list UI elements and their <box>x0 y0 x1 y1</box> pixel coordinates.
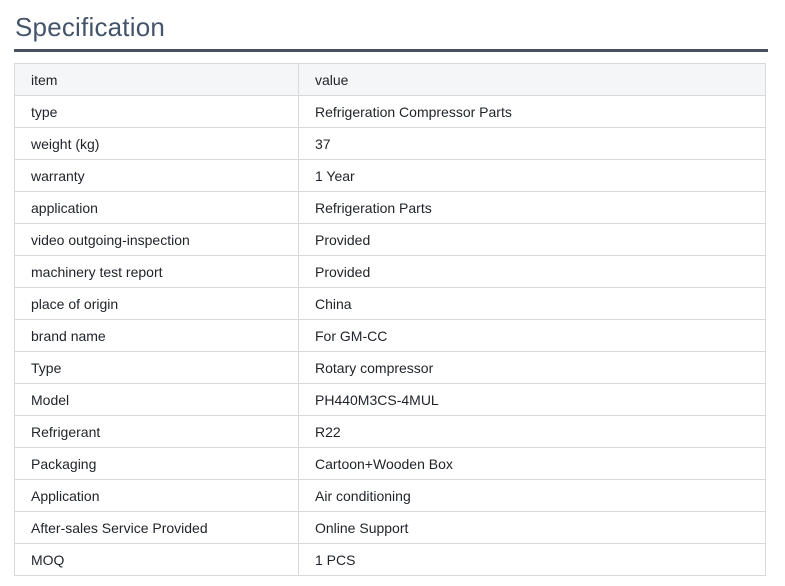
value-cell: China <box>298 287 766 321</box>
item-cell: warranty <box>14 159 299 193</box>
item-cell: Packaging <box>14 447 299 481</box>
table-row: machinery test report Provided <box>14 255 766 289</box>
value-cell: Rotary compressor <box>298 351 766 385</box>
item-cell: machinery test report <box>14 255 299 289</box>
item-cell: Type <box>14 351 299 385</box>
item-cell: weight (kg) <box>14 127 299 161</box>
value-cell: R22 <box>298 415 766 449</box>
table-row: Model PH440M3CS-4MUL <box>14 383 766 417</box>
table-row: Refrigerant R22 <box>14 415 766 449</box>
table-row: After-sales Service Provided Online Suppo… <box>14 511 766 545</box>
table-row: application Refrigeration Parts <box>14 191 766 225</box>
item-cell: Refrigerant <box>14 415 299 449</box>
page-title: Specification <box>15 12 166 42</box>
value-cell: Provided <box>298 255 766 289</box>
value-cell: 37 <box>298 127 766 161</box>
spec-table-body: type Refrigeration Compressor Parts weight… <box>14 95 766 577</box>
value-cell: Provided <box>298 223 766 257</box>
table-row: video outgoing-inspection Provided <box>14 223 766 257</box>
table-header: item value <box>14 63 766 97</box>
item-cell: brand name <box>14 319 299 353</box>
value-cell: 1 Year <box>298 159 766 193</box>
value-cell: Air conditioning <box>298 479 766 513</box>
table-row: Type Rotary compressor <box>14 351 766 385</box>
item-cell: type <box>14 95 299 129</box>
header-row: item value <box>14 63 766 97</box>
value-cell: Online Support <box>298 511 766 545</box>
value-cell: For GM-CC <box>298 319 766 353</box>
value-cell: 1 PCS <box>298 543 766 577</box>
value-cell: Cartoon+Wooden Box <box>298 447 766 481</box>
item-cell: application <box>14 191 299 225</box>
table-row: Packaging Cartoon+Wooden Box <box>14 447 766 481</box>
table-row: type Refrigeration Compressor Parts <box>14 95 766 129</box>
item-cell: After-sales Service Provided <box>14 511 299 545</box>
item-cell: place of origin <box>14 287 299 321</box>
specification-table: item value type Refrigeration Compressor … <box>14 63 766 577</box>
value-column-header: value <box>298 63 766 97</box>
value-cell: Refrigeration Compressor Parts <box>298 95 766 129</box>
item-column-header: item <box>14 63 299 97</box>
item-cell: video outgoing-inspection <box>14 223 299 257</box>
table-row: MOQ 1 PCS <box>14 543 766 577</box>
item-cell: Application <box>14 479 299 513</box>
title-divider <box>14 49 768 53</box>
table-row: place of origin China <box>14 287 766 321</box>
item-cell: MOQ <box>14 543 299 577</box>
table-row: weight (kg) 37 <box>14 127 766 161</box>
value-cell: PH440M3CS-4MUL <box>298 383 766 417</box>
table-row: warranty 1 Year <box>14 159 766 193</box>
table-row: brand name For GM-CC <box>14 319 766 353</box>
value-cell: Refrigeration Parts <box>298 191 766 225</box>
table-row: Application Air conditioning <box>14 479 766 513</box>
item-cell: Model <box>14 383 299 417</box>
